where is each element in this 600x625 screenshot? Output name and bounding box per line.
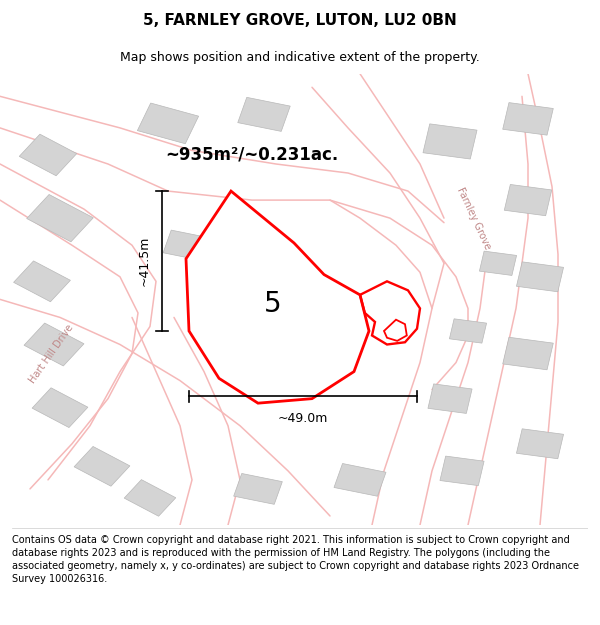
Polygon shape xyxy=(449,319,487,343)
Polygon shape xyxy=(32,388,88,428)
Polygon shape xyxy=(74,446,130,486)
Polygon shape xyxy=(124,479,176,516)
Text: ~41.5m: ~41.5m xyxy=(137,236,151,286)
Polygon shape xyxy=(24,323,84,366)
Polygon shape xyxy=(19,134,77,176)
Polygon shape xyxy=(423,124,477,159)
Polygon shape xyxy=(440,456,484,486)
Text: 5: 5 xyxy=(264,290,282,318)
Polygon shape xyxy=(26,194,94,242)
Text: ~49.0m: ~49.0m xyxy=(278,411,328,424)
Text: Hart Hill Drive: Hart Hill Drive xyxy=(27,322,75,385)
Text: Farnley Grove: Farnley Grove xyxy=(455,186,493,251)
Text: ~935m²/~0.231ac.: ~935m²/~0.231ac. xyxy=(166,146,338,164)
Polygon shape xyxy=(428,384,472,413)
Polygon shape xyxy=(137,103,199,144)
Polygon shape xyxy=(186,191,369,403)
Polygon shape xyxy=(289,348,335,378)
Polygon shape xyxy=(163,230,209,261)
Polygon shape xyxy=(517,262,563,292)
Text: 5, FARNLEY GROVE, LUTON, LU2 0BN: 5, FARNLEY GROVE, LUTON, LU2 0BN xyxy=(143,13,457,28)
Polygon shape xyxy=(238,98,290,131)
Polygon shape xyxy=(14,261,70,302)
Polygon shape xyxy=(479,251,517,276)
Polygon shape xyxy=(504,184,552,216)
Text: Map shows position and indicative extent of the property.: Map shows position and indicative extent… xyxy=(120,51,480,64)
Polygon shape xyxy=(217,348,263,378)
Polygon shape xyxy=(517,429,563,459)
Polygon shape xyxy=(334,464,386,496)
Polygon shape xyxy=(503,102,553,135)
Text: Contains OS data © Crown copyright and database right 2021. This information is : Contains OS data © Crown copyright and d… xyxy=(12,534,579,584)
Polygon shape xyxy=(503,338,553,370)
Polygon shape xyxy=(233,474,283,504)
